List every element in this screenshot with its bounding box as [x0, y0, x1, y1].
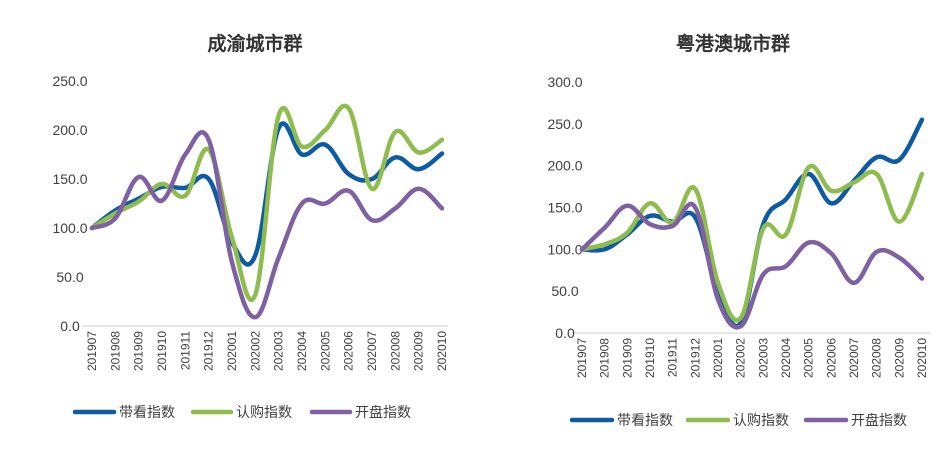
legend-label: 认购指数 [236, 405, 292, 421]
series-line [579, 202, 925, 330]
chart-chengyu: 成渝城市群 0.0 50.0 100.0 150.0 200.0 250.0 201907… [52, 32, 449, 421]
x-tick-label: 202003 [756, 338, 770, 378]
x-tick-label: 202008 [388, 331, 402, 371]
y-tick-label: 150.0 [547, 200, 582, 216]
y-tick-label: 250.0 [52, 73, 87, 89]
y-tick-label: 200.0 [52, 122, 87, 138]
plot-area [579, 117, 925, 330]
y-tick-label: 200.0 [547, 158, 582, 174]
chart-yuegangao: 粤港澳城市群 0.050.0100.0150.0200.0250.0300.0 … [547, 32, 930, 429]
x-tick-label: 202007 [365, 331, 379, 371]
y-tick-label: 100.0 [52, 220, 87, 236]
legend: 带看指数 认购指数 开盘指数 [569, 412, 907, 429]
plot-area [89, 103, 445, 320]
y-tick-label: 50.0 [551, 283, 578, 299]
x-tick-label: 202002 [734, 338, 748, 378]
x-tick-label: 202003 [272, 331, 286, 371]
x-tick-label: 201908 [598, 338, 612, 378]
x-tick-label: 201911 [666, 338, 680, 377]
x-tick-label: 201907 [575, 338, 589, 378]
x-tick-label: 201910 [643, 338, 657, 378]
x-tick-label: 202006 [342, 331, 356, 371]
legend: 带看指数 认购指数 开盘指数 [72, 404, 411, 421]
x-tick-label: 202008 [870, 338, 884, 378]
x-tick-label: 202005 [802, 338, 816, 378]
x-tick-label: 202007 [847, 338, 861, 378]
x-tick-label: 202005 [318, 331, 332, 371]
x-tick-label: 201907 [85, 331, 99, 371]
legend-label: 带看指数 [119, 405, 175, 421]
chart-title: 粤港澳城市群 [676, 32, 790, 55]
y-tick-label: 300.0 [547, 74, 582, 90]
series-line [579, 163, 925, 323]
x-tick-label: 202001 [711, 338, 725, 378]
y-tick-label: 50.0 [56, 269, 83, 285]
y-tick-label: 150.0 [52, 171, 87, 187]
x-tick-label: 202009 [892, 338, 906, 378]
x-tick-label: 201912 [202, 331, 216, 371]
x-tick-label: 202010 [915, 338, 929, 378]
chart-title: 成渝城市群 [207, 32, 302, 55]
x-tick-label: 202010 [435, 331, 449, 371]
x-axis: 201907 201908 201909 201910 201911 201912 2020… [85, 331, 449, 371]
y-axis: 0.0 50.0 100.0 150.0 200.0 250.0 300.0 [547, 74, 582, 341]
series-line [89, 130, 445, 320]
x-tick-label: 201910 [155, 331, 169, 371]
legend-label: 认购指数 [733, 413, 789, 429]
x-tick-label: 202006 [824, 338, 838, 378]
x-tick-label: 202001 [225, 331, 239, 371]
y-tick-label: 100.0 [547, 241, 582, 257]
x-tick-label: 201912 [688, 338, 702, 378]
y-tick-label: 0.0 [555, 325, 575, 341]
x-tick-label: 202004 [295, 331, 309, 371]
legend-label: 带看指数 [617, 413, 673, 429]
y-axis: 0.0 50.0 100.0 150.0 200.0 250.0 [52, 73, 87, 334]
legend-label: 开盘指数 [851, 412, 907, 429]
x-tick-label: 201908 [108, 331, 122, 371]
x-tick-label: 201909 [620, 338, 634, 378]
y-tick-label: 250.0 [547, 116, 582, 132]
x-tick-label: 201911 [178, 331, 192, 370]
legend-label: 开盘指数 [355, 404, 411, 421]
x-tick-label: 202002 [248, 331, 262, 371]
y-tick-label: 0.0 [60, 318, 80, 334]
series-line [89, 103, 445, 303]
x-tick-label: 202004 [779, 338, 793, 378]
x-tick-label: 202009 [412, 331, 426, 371]
x-tick-label: 201909 [132, 331, 146, 371]
x-axis: 201907 201908 201909 201910 201911 201912 2020… [575, 338, 929, 378]
